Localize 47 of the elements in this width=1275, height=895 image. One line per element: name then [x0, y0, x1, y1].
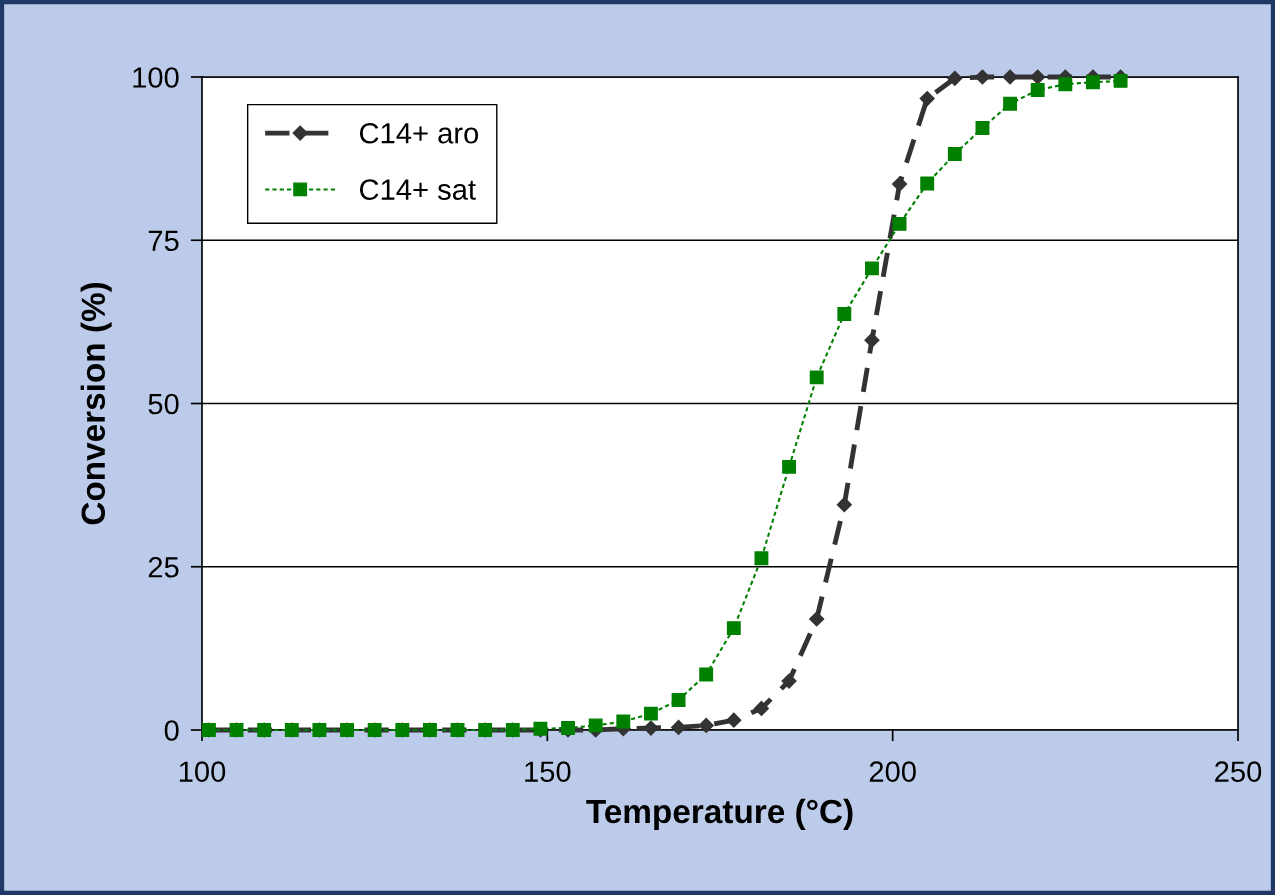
point — [864, 332, 880, 348]
legend-label: C14+ sat — [359, 179, 476, 200]
point — [781, 673, 797, 689]
point — [1030, 83, 1045, 98]
point — [782, 459, 797, 474]
point — [947, 70, 963, 86]
y-tick-label: 25 — [148, 556, 179, 578]
point — [1113, 73, 1128, 88]
point — [616, 714, 631, 729]
point — [726, 712, 742, 728]
x-tick-label: 150 — [525, 761, 571, 782]
point — [1003, 96, 1018, 111]
point — [588, 718, 603, 733]
point — [836, 497, 852, 513]
point — [671, 693, 686, 707]
y-axis-title: Conversion (%) — [80, 282, 112, 525]
point — [753, 700, 770, 717]
point — [1002, 69, 1018, 85]
point — [726, 621, 741, 636]
point — [809, 370, 824, 385]
y-tick-label: 50 — [148, 393, 179, 415]
y-tick-label: 75 — [148, 230, 179, 252]
point — [919, 90, 935, 107]
point — [920, 176, 935, 191]
point — [643, 706, 658, 721]
y-tick-label: 0 — [164, 720, 179, 741]
point — [975, 120, 990, 135]
point — [699, 667, 714, 682]
point — [837, 307, 852, 321]
x-tick-label: 200 — [869, 761, 916, 782]
point — [947, 147, 962, 161]
point — [809, 611, 825, 627]
x-axis-title: Temperature (°C) — [586, 798, 853, 830]
point — [1058, 77, 1073, 92]
point — [892, 176, 908, 192]
point — [1030, 69, 1046, 85]
point — [754, 551, 769, 566]
y-tick-label: 100 — [133, 67, 179, 88]
x-tick-label: 100 — [179, 761, 226, 782]
point — [1086, 75, 1100, 90]
legend-label: C14+ aro — [359, 122, 479, 144]
x-tick-label: 250 — [1215, 761, 1262, 782]
point — [892, 216, 907, 231]
point — [698, 717, 714, 733]
point — [643, 720, 659, 736]
point — [670, 719, 687, 735]
point — [865, 261, 879, 276]
